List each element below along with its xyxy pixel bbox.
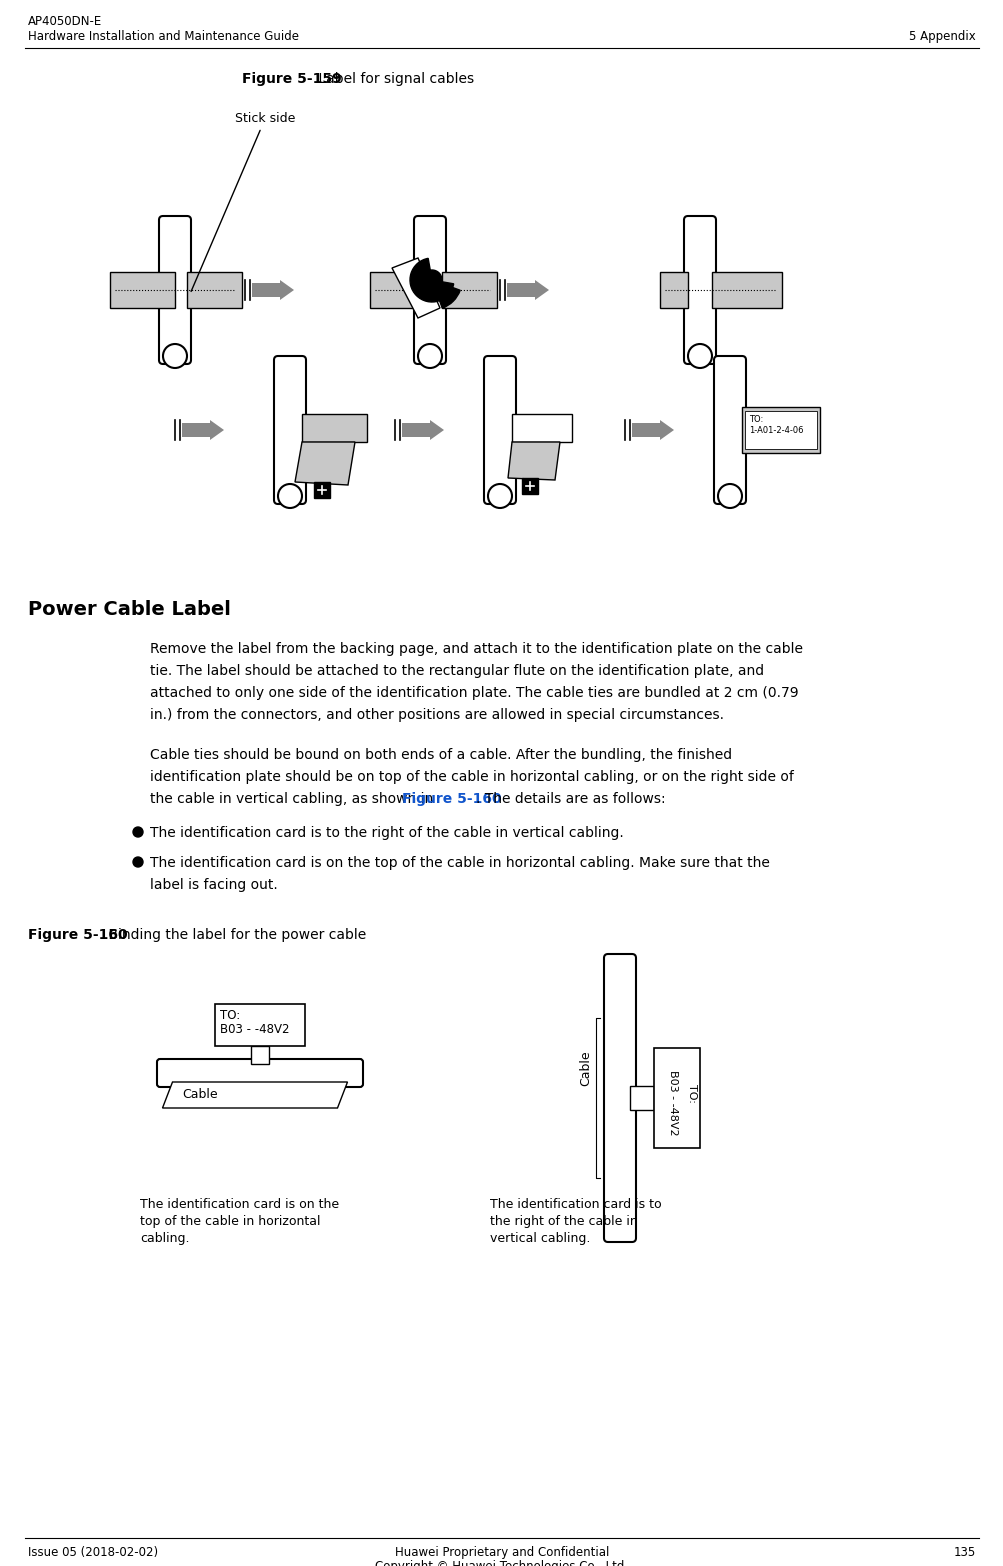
Text: The identification card is to the right of the cable in vertical cabling.: The identification card is to the right … [149,825,623,839]
Text: . The details are as follows:: . The details are as follows: [475,792,665,806]
Circle shape [717,484,741,507]
FancyBboxPatch shape [683,216,715,363]
Text: cabling.: cabling. [139,1232,190,1245]
Text: TO:: TO: [220,1009,240,1023]
Text: 1-A01-2-4-06: 1-A01-2-4-06 [748,426,802,435]
FancyArrow shape [507,280,549,301]
Text: The identification card is on the top of the cable in horizontal cabling. Make s: The identification card is on the top of… [149,857,769,871]
Text: Stick side: Stick side [191,113,295,291]
Text: The identification card is on the: The identification card is on the [139,1198,339,1211]
Bar [522,478,538,493]
Text: B03 - -48V2: B03 - -48V2 [220,1023,289,1037]
Bar [653,1048,699,1148]
FancyArrow shape [401,420,443,440]
Text: tie. The label should be attached to the rectangular flute on the identification: tie. The label should be attached to the… [149,664,763,678]
Text: Power Cable Label: Power Cable Label [28,600,231,619]
Text: top of the cable in horizontal: top of the cable in horizontal [139,1215,320,1228]
Text: The identification card is to: The identification card is to [489,1198,661,1211]
FancyArrow shape [631,420,673,440]
Polygon shape [391,258,439,318]
Text: 135: 135 [953,1546,975,1560]
Text: label is facing out.: label is facing out. [149,879,278,893]
Text: identification plate should be on top of the cable in horizontal cabling, or on : identification plate should be on top of… [149,770,793,785]
Wedge shape [431,280,459,309]
Text: Figure 5-160: Figure 5-160 [401,792,500,806]
Circle shape [417,345,441,368]
Circle shape [487,484,512,507]
Bar [711,272,781,309]
Text: the right of the cable in: the right of the cable in [489,1215,637,1228]
FancyBboxPatch shape [274,355,306,504]
Bar [251,1046,269,1063]
Text: TO:: TO: [748,415,762,424]
Circle shape [278,484,302,507]
Text: Remove the label from the backing page, and attach it to the identification plat: Remove the label from the backing page, … [149,642,802,656]
FancyBboxPatch shape [158,216,191,363]
FancyBboxPatch shape [156,1059,363,1087]
FancyArrow shape [252,280,294,301]
Text: Figure 5-160: Figure 5-160 [28,929,127,943]
Bar [741,407,819,453]
Text: Huawei Proprietary and Confidential: Huawei Proprietary and Confidential [394,1546,609,1560]
FancyArrow shape [182,420,224,440]
Polygon shape [295,442,355,485]
Text: the cable in vertical cabling, as shown in: the cable in vertical cabling, as shown … [149,792,437,806]
Text: Cable: Cable [579,1051,592,1085]
Text: in.) from the connectors, and other positions are allowed in special circumstanc: in.) from the connectors, and other posi… [149,708,723,722]
Circle shape [132,857,142,868]
FancyBboxPatch shape [604,954,635,1242]
Bar [629,1085,653,1110]
Text: B03 - -48V2: B03 - -48V2 [667,1070,677,1135]
Bar [512,413,572,442]
Text: AP4050DN-E: AP4050DN-E [28,16,102,28]
FancyBboxPatch shape [713,355,745,504]
Text: Cable: Cable [183,1088,218,1101]
Bar [659,272,687,309]
Text: Cable ties should be bound on both ends of a cable. After the bundling, the fini: Cable ties should be bound on both ends … [149,749,731,763]
Bar [314,482,330,498]
Circle shape [421,269,441,290]
Wedge shape [409,258,453,302]
Bar [744,410,816,449]
Bar [187,272,242,309]
Text: attached to only one side of the identification plate. The cable ties are bundle: attached to only one side of the identif… [149,686,797,700]
Text: Issue 05 (2018-02-02): Issue 05 (2018-02-02) [28,1546,157,1560]
Text: Figure 5-159: Figure 5-159 [242,72,341,86]
Text: 5 Appendix: 5 Appendix [909,30,975,42]
Bar [110,272,175,309]
FancyBboxPatch shape [483,355,516,504]
Text: Binding the label for the power cable: Binding the label for the power cable [104,929,366,943]
Bar [370,272,424,309]
Circle shape [162,345,187,368]
Text: Copyright © Huawei Technologies Co., Ltd.: Copyright © Huawei Technologies Co., Ltd… [375,1560,628,1566]
Bar [441,272,496,309]
FancyBboxPatch shape [413,216,445,363]
Bar [215,1004,305,1046]
Text: Hardware Installation and Maintenance Guide: Hardware Installation and Maintenance Gu… [28,30,299,42]
Polygon shape [508,442,560,481]
Circle shape [687,345,711,368]
Circle shape [132,827,142,836]
Bar [302,413,367,442]
Text: vertical cabling.: vertical cabling. [489,1232,590,1245]
Polygon shape [162,1082,347,1109]
Text: Label for signal cables: Label for signal cables [314,72,473,86]
Text: TO:: TO: [686,1084,696,1102]
